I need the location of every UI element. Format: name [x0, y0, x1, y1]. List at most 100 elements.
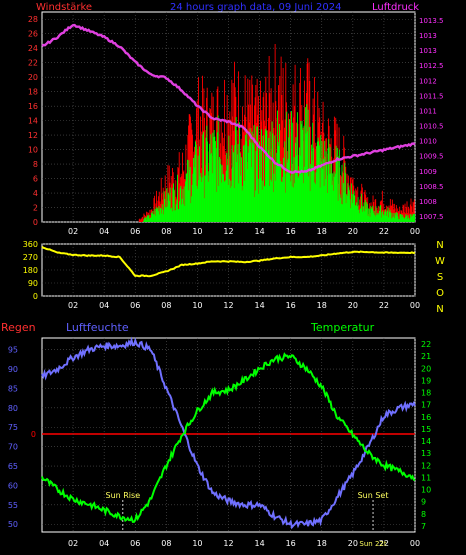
wind-tick-label: 4: [33, 189, 38, 198]
pressure-tick-label: 1008.5: [419, 183, 444, 191]
temperature-tick-label: 9: [421, 498, 426, 507]
pressure-tick-label: 1012: [419, 77, 437, 85]
direction-hour-label: 08: [161, 301, 171, 310]
bottom-hour-label: 08: [161, 539, 171, 548]
humidity-label: Luftfeuchte: [66, 321, 129, 334]
top-hour-label: 06: [130, 227, 140, 236]
temperature-tick-label: 20: [421, 364, 431, 373]
wind-tick-label: 12: [28, 131, 38, 140]
direction-hour-label: 14: [254, 301, 264, 310]
chart-title: 24 hours graph data, 09 Juni 2024: [170, 2, 341, 13]
temperature-tick-label: 19: [421, 376, 431, 385]
pressure-tick-label: 1008: [419, 198, 437, 206]
direction-hour-label: 10: [192, 301, 202, 310]
pressure-tick-label: 1009.5: [419, 153, 444, 161]
humidity-tick-label: 70: [8, 443, 18, 452]
pressure-tick-label: 1011: [419, 107, 437, 115]
humidity-tick-label: 90: [8, 365, 18, 374]
bottom-hour-label: 18: [317, 539, 327, 548]
top-hour-label: 18: [317, 227, 327, 236]
pressure-tick-label: 1013: [419, 47, 437, 55]
temperature-tick-label: 22: [421, 340, 431, 349]
bottom-hour-label: 02: [68, 539, 78, 548]
temperature-tick-label: 13: [421, 449, 431, 458]
bottom-hour-label: 22: [379, 539, 389, 548]
temperature-tick-label: 11: [421, 473, 431, 482]
pressure-tick-label: 1011.5: [419, 92, 444, 100]
direction-hour-label: 22: [379, 301, 389, 310]
wind-tick-label: 0: [33, 218, 38, 227]
sunset-tick-label: Sun 22t: [359, 540, 386, 548]
humidity-tick-label: 60: [8, 481, 18, 490]
bottom-hour-label: 16: [286, 539, 296, 548]
humidity-tick-label: 50: [8, 520, 18, 529]
direction-tick-label: 270: [23, 253, 38, 262]
humidity-tick-label: 80: [8, 404, 18, 413]
chart-layer: 02468101214161820222426281007.510081008.…: [8, 11, 445, 548]
compass-label: W: [435, 256, 445, 267]
top-hour-label: 04: [99, 227, 109, 236]
temperature-tick-label: 12: [421, 461, 431, 470]
direction-line: [41, 245, 416, 278]
humidity-tick-label: 85: [8, 384, 18, 393]
humidity-tick-label: 75: [8, 423, 18, 432]
top-hour-label: 22: [379, 227, 389, 236]
wind-tick-label: 10: [28, 146, 38, 155]
humidity-tick-label: 55: [8, 501, 18, 510]
bottom-hour-label: 14: [254, 539, 264, 548]
bottom-hour-label: 12: [223, 539, 233, 548]
pressure-tick-label: 1007.5: [419, 213, 444, 221]
direction-hour-label: 04: [99, 301, 109, 310]
wind-tick-label: 20: [28, 73, 38, 82]
top-hour-label: 02: [68, 227, 78, 236]
bottom-hour-label: 20: [348, 539, 358, 548]
wind-tick-label: 6: [33, 175, 38, 184]
pressure-tick-label: 1013: [419, 32, 437, 40]
wind-tick-label: 22: [28, 59, 38, 68]
top-hour-label: 08: [161, 227, 171, 236]
temperature-tick-label: 16: [421, 413, 431, 422]
top-hour-label: 16: [286, 227, 296, 236]
rain-tick-label: 0: [31, 430, 36, 439]
wind-tick-label: 28: [28, 15, 38, 24]
pressure-tick-label: 1013.5: [419, 17, 444, 25]
temperature-tick-label: 21: [421, 352, 431, 361]
sunrise-label: Sun Rise: [105, 491, 140, 500]
rain-label: Regen: [1, 321, 36, 334]
temperature-line: [41, 352, 416, 523]
bottom-hour-label: 10: [192, 539, 202, 548]
pressure-label: Luftdruck: [372, 2, 419, 13]
bottom-hour-label: 00: [410, 539, 420, 548]
direction-hour-label: 18: [317, 301, 327, 310]
direction-hour-label: 06: [130, 301, 140, 310]
wind-label: Windstärke: [36, 2, 92, 13]
wind-tick-label: 2: [33, 204, 38, 213]
top-hour-label: 14: [254, 227, 264, 236]
compass-label: N: [436, 240, 443, 251]
sunset-label: Sun Set: [358, 491, 389, 500]
direction-hour-label: 02: [68, 301, 78, 310]
bottom-hour-label: 04: [99, 539, 109, 548]
temperature-tick-label: 14: [421, 437, 431, 446]
top-hour-label: 12: [223, 227, 233, 236]
temperature-tick-label: 18: [421, 389, 431, 398]
top-hour-label: 10: [192, 227, 202, 236]
compass-label: O: [436, 288, 444, 299]
wind-tick-label: 24: [28, 44, 38, 53]
direction-hour-label: 20: [348, 301, 358, 310]
humidity-line: [41, 336, 416, 530]
bottom-hour-label: 06: [130, 539, 140, 548]
compass-label: S: [437, 272, 443, 283]
direction-tick-label: 0: [33, 292, 38, 301]
humidity-tick-label: 65: [8, 462, 18, 471]
direction-hour-label: 12: [223, 301, 233, 310]
pressure-line: [41, 23, 416, 174]
direction-tick-label: 360: [23, 240, 38, 249]
temperature-tick-label: 8: [421, 510, 426, 519]
temperature-tick-label: 7: [421, 522, 426, 531]
direction-hour-label: 16: [286, 301, 296, 310]
wind-tick-label: 26: [28, 30, 38, 39]
compass-label: N: [436, 304, 443, 315]
top-hour-label: 00: [410, 227, 420, 236]
